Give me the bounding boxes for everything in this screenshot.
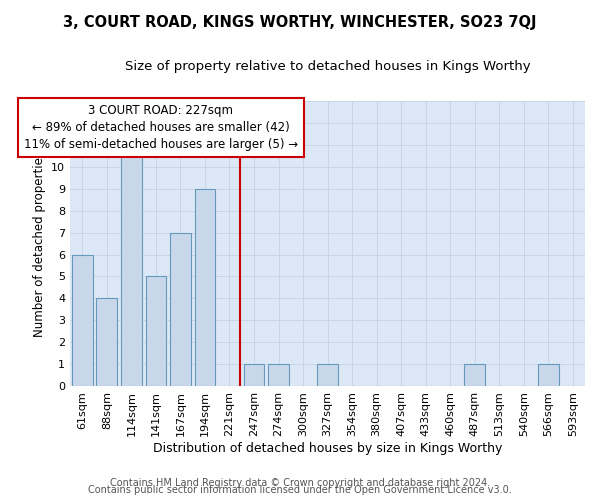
Bar xyxy=(268,364,289,386)
Bar xyxy=(194,188,215,386)
Bar xyxy=(317,364,338,386)
Text: Contains HM Land Registry data © Crown copyright and database right 2024.: Contains HM Land Registry data © Crown c… xyxy=(110,478,490,488)
Bar xyxy=(72,254,93,386)
Bar xyxy=(121,144,142,386)
Bar xyxy=(538,364,559,386)
Title: Size of property relative to detached houses in Kings Worthy: Size of property relative to detached ho… xyxy=(125,60,530,73)
Bar xyxy=(146,276,166,386)
Y-axis label: Number of detached properties: Number of detached properties xyxy=(32,150,46,336)
X-axis label: Distribution of detached houses by size in Kings Worthy: Distribution of detached houses by size … xyxy=(153,442,502,455)
Bar xyxy=(170,232,191,386)
Text: 3 COURT ROAD: 227sqm
← 89% of detached houses are smaller (42)
11% of semi-detac: 3 COURT ROAD: 227sqm ← 89% of detached h… xyxy=(24,104,298,151)
Bar xyxy=(97,298,118,386)
Text: 3, COURT ROAD, KINGS WORTHY, WINCHESTER, SO23 7QJ: 3, COURT ROAD, KINGS WORTHY, WINCHESTER,… xyxy=(63,15,537,30)
Text: Contains public sector information licensed under the Open Government Licence v3: Contains public sector information licen… xyxy=(88,485,512,495)
Bar xyxy=(244,364,265,386)
Bar xyxy=(464,364,485,386)
